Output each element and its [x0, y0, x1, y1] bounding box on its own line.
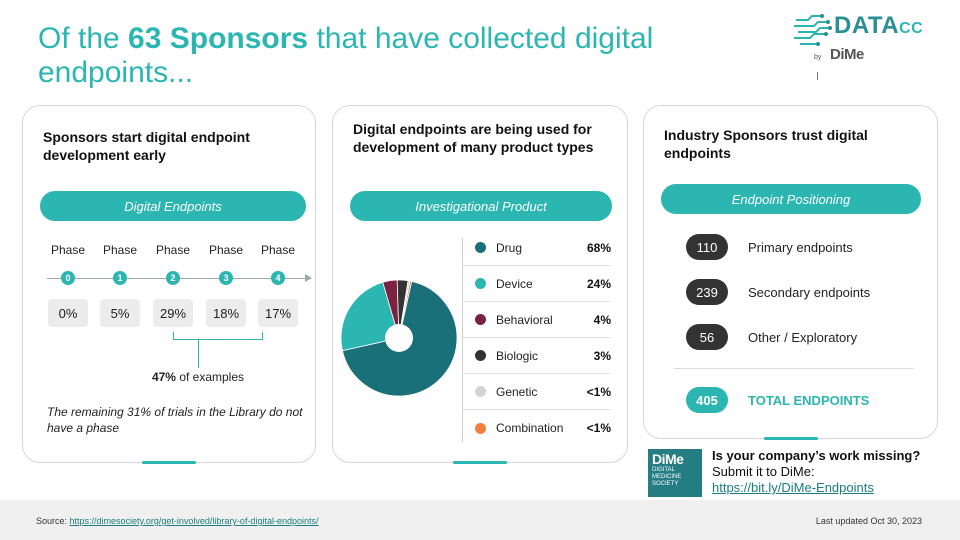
pie-svg: [340, 279, 458, 397]
title-prefix: Of the: [38, 22, 129, 55]
pill-investigational-product: Investigational Product: [350, 191, 612, 221]
total-label: TOTAL ENDPOINTS: [748, 392, 870, 408]
legend-value: <1%: [586, 384, 611, 399]
legend-name: Biologic: [496, 348, 539, 363]
endpoint-row-primary: 110 Primary endpoints: [686, 234, 853, 260]
remaining-note: The remaining 31% of trials in the Libra…: [47, 405, 303, 435]
card-product-types: Digital endpoints are being used for dev…: [332, 105, 628, 464]
legend-dot: [475, 386, 486, 397]
legend-value: 24%: [586, 276, 611, 291]
source-link[interactable]: https://dimesociety.org/get-involved/lib…: [69, 516, 319, 526]
legend-name: Behavioral: [496, 312, 553, 327]
badge-line: DIGITAL: [652, 467, 675, 473]
phase-label: Phase: [50, 243, 86, 257]
endpoint-label: Other / Exploratory: [748, 329, 858, 345]
phase-dot: 1: [113, 271, 127, 285]
footer: Source: https://dimesociety.org/get-invo…: [0, 500, 960, 540]
card-accent: [453, 461, 507, 464]
missing-submit: Submit it to DiMe:: [712, 464, 815, 479]
source-note: Source: https://dimesociety.org/get-invo…: [36, 516, 319, 526]
legend-value: 3%: [593, 348, 611, 363]
legend-dot: [475, 422, 486, 434]
legend-name: Genetic: [496, 384, 538, 399]
logo-by: by: [814, 54, 822, 61]
logo-wordmark: DATACC: [834, 12, 924, 39]
circuit-icon: [794, 14, 832, 46]
logo-dime: DiMe: [830, 46, 864, 63]
pill-endpoint-positioning: Endpoint Positioning: [661, 184, 921, 214]
legend-item: Biologic 3%: [463, 338, 611, 374]
bracket-stem: [198, 340, 199, 368]
pie-slice-device: [340, 281, 400, 352]
legend-item: Device 24%: [463, 266, 611, 302]
pie-legend: Drug 68% Device 24% Behavioral 4% Biologic 3…: [463, 230, 611, 446]
phase-dot: 4: [271, 271, 285, 285]
card-heading: Digital endpoints are being used for dev…: [353, 121, 594, 155]
missing-callout: Is your company’s work missing? Submit i…: [712, 448, 952, 496]
legend-dot: [475, 350, 486, 361]
badge-line: MEDICINE: [652, 474, 682, 480]
legend-item: Behavioral 4%: [463, 302, 611, 338]
pie-hole: [385, 324, 413, 352]
card-phases: Sponsors start digital endpoint developm…: [22, 105, 316, 464]
phase-label: Phase: [208, 243, 244, 257]
phase-percent: 17%: [258, 299, 298, 327]
phase-percent: 29%: [153, 299, 193, 327]
dime-badge-logo: DiMe DIGITAL MEDICINE SOCIETY: [648, 449, 702, 497]
phase-percent: 5%: [100, 299, 140, 327]
legend-name: Combination: [496, 421, 564, 435]
phase-bracket: [173, 332, 263, 340]
legend-item: Genetic <1%: [463, 374, 611, 410]
legend-divider: [462, 238, 463, 442]
missing-question: Is your company’s work missing?: [712, 448, 921, 463]
endpoint-row-total: 405 TOTAL ENDPOINTS: [686, 387, 869, 413]
pill-digital-endpoints: Digital Endpoints: [40, 191, 306, 221]
logo-divider: [817, 72, 818, 80]
legend-item: Combination <1%: [463, 410, 611, 446]
page-title: Of the 63 Sponsors that have collected d…: [38, 22, 758, 90]
endpoint-row-other: 56 Other / Exploratory: [686, 324, 857, 350]
endpoint-divider: [674, 368, 914, 369]
count-badge: 56: [686, 324, 728, 350]
legend-dot: [475, 278, 486, 289]
phase-dot: 0: [61, 271, 75, 285]
submit-link[interactable]: https://bit.ly/DiMe-Endpoints: [712, 480, 874, 495]
title-highlight: 63 Sponsors: [128, 22, 309, 55]
legend-value: 68%: [586, 240, 611, 255]
phase-percent: 18%: [206, 299, 246, 327]
endpoint-row-secondary: 239 Secondary endpoints: [686, 279, 870, 305]
legend-value: 4%: [593, 312, 611, 327]
examples-note: 47% of examples: [151, 370, 245, 384]
card-accent: [763, 437, 818, 440]
legend-name: Drug: [496, 240, 523, 255]
card-heading: Sponsors start digital endpoint developm…: [43, 129, 250, 163]
last-updated: Last updated Oct 30, 2023: [815, 516, 922, 526]
legend-name: Device: [496, 276, 533, 291]
legend-dot: [475, 314, 486, 325]
phase-percent: 0%: [48, 299, 88, 327]
phase-label: Phase: [260, 243, 296, 257]
phase-label: Phase: [102, 243, 138, 257]
card-endpoint-positioning: Industry Sponsors trust digital endpoint…: [643, 105, 938, 440]
pie-slice-combination: [398, 280, 413, 339]
legend-item: Drug 68%: [463, 230, 611, 266]
badge-wordmark: DiMe: [652, 451, 684, 467]
phase-dot: 2: [166, 271, 180, 285]
card-accent: [142, 461, 196, 464]
legend-value: <1%: [586, 421, 611, 435]
title-suffix: that have collected digital endpoints...: [38, 22, 654, 89]
total-badge: 405: [686, 387, 728, 413]
axis-arrow-icon: [305, 274, 312, 282]
product-pie-chart: [337, 276, 461, 400]
count-badge: 239: [686, 279, 728, 305]
endpoint-label: Secondary endpoints: [748, 284, 871, 300]
phase-dot: 3: [219, 271, 233, 285]
count-badge: 110: [686, 234, 728, 260]
legend-dot: [475, 242, 486, 253]
endpoint-label: Primary endpoints: [748, 239, 853, 255]
datacc-logo: DATACC by DiMe: [792, 10, 942, 80]
card-heading: Industry Sponsors trust digital endpoint…: [664, 127, 868, 161]
badge-line: SOCIETY: [652, 481, 679, 487]
phase-label: Phase: [155, 243, 191, 257]
